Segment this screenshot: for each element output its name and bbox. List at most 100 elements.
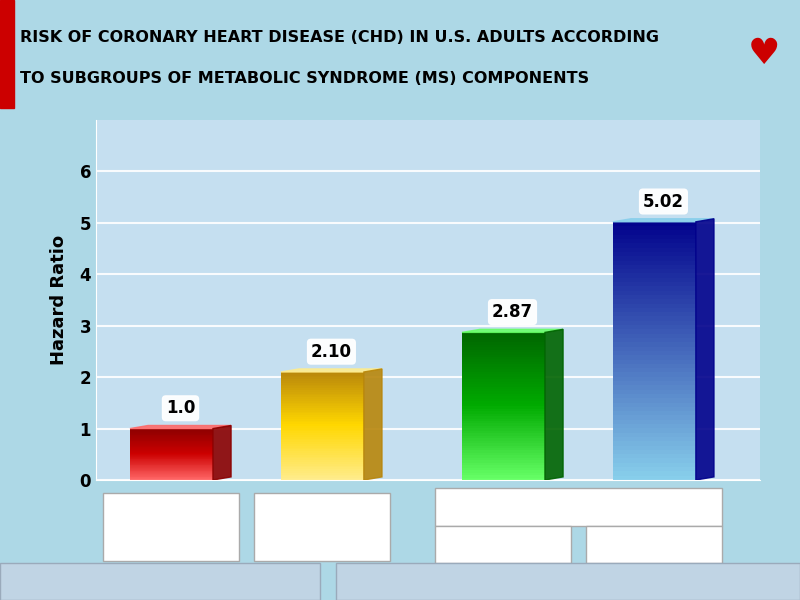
Bar [281,404,364,406]
Bar [281,466,364,467]
Bar [613,373,696,377]
Bar [130,436,213,437]
Bar [462,436,545,438]
Bar [281,433,364,435]
Bar [130,462,213,463]
Bar [462,355,545,357]
Bar [613,467,696,472]
Bar [613,437,696,441]
Bar [130,455,213,456]
Text: Source: International Chair on Cardiometabolic Risk
www.cardiometabolic-risk.org: Source: International Chair on Cardiomet… [20,571,291,593]
Bar [613,282,696,286]
Bar [613,428,696,433]
Bar [281,408,364,410]
Bar [281,437,364,439]
Bar [462,372,545,374]
Bar [281,388,364,390]
Bar [0,0,14,108]
Bar [613,381,696,385]
Bar [613,472,696,476]
Bar [130,445,213,446]
Text: RISK OF CORONARY HEART DISEASE (CHD) IN U.S. ADULTS ACCORDING: RISK OF CORONARY HEART DISEASE (CHD) IN … [20,30,659,45]
Bar [130,446,213,448]
Bar [281,421,364,422]
Bar [281,397,364,399]
Bar [462,426,545,428]
Bar [462,411,545,413]
Bar [462,369,545,372]
Bar [613,274,696,278]
Bar [281,385,364,386]
Bar [281,448,364,449]
Text: 1.0: 1.0 [166,399,195,417]
Bar [613,450,696,454]
Bar [130,432,213,433]
Bar [281,431,364,433]
Bar [613,290,696,295]
Bar [281,403,364,404]
Bar [613,403,696,407]
Bar [281,428,364,430]
Bar [281,451,364,453]
Bar [462,332,545,335]
Bar [281,394,364,395]
Bar [281,449,364,451]
Bar [130,451,213,452]
Bar [462,448,545,451]
Bar [130,437,213,438]
Bar [462,406,545,409]
Bar [462,416,545,419]
Bar [281,417,364,419]
Bar [281,392,364,394]
Bar [462,377,545,379]
Bar [281,467,364,469]
Bar [281,476,364,478]
Bar [130,466,213,467]
Bar [281,383,364,385]
Bar [130,478,213,479]
Bar [462,438,545,440]
Bar [613,411,696,415]
Bar [130,431,213,432]
Bar [613,377,696,381]
Bar [613,286,696,290]
Bar [613,248,696,252]
Bar [613,446,696,450]
Bar [613,407,696,411]
Bar [462,446,545,448]
Bar [613,359,696,364]
Bar [130,473,213,474]
Bar [613,308,696,312]
Bar [613,476,696,480]
Bar [281,471,364,473]
Text: ♥: ♥ [748,37,780,71]
Bar [462,342,545,344]
Bar [613,389,696,394]
Bar [613,364,696,368]
Bar [462,458,545,460]
FancyBboxPatch shape [435,488,722,526]
Bar [281,413,364,415]
Bar [281,460,364,462]
Bar [462,409,545,411]
Polygon shape [281,369,382,372]
Bar [281,475,364,476]
Bar [462,478,545,480]
Bar [613,299,696,304]
Bar [613,334,696,338]
Bar [130,469,213,470]
Bar [613,394,696,398]
Bar [613,385,696,389]
Text: No Diabetes: No Diabetes [458,538,549,550]
Bar [281,415,364,417]
Bar [462,413,545,416]
Bar [130,460,213,461]
Bar [462,465,545,468]
Bar [462,337,545,340]
Bar [130,443,213,444]
Bar [613,347,696,351]
Polygon shape [364,369,382,480]
Bar [462,362,545,364]
Bar [462,453,545,455]
Bar [281,464,364,466]
